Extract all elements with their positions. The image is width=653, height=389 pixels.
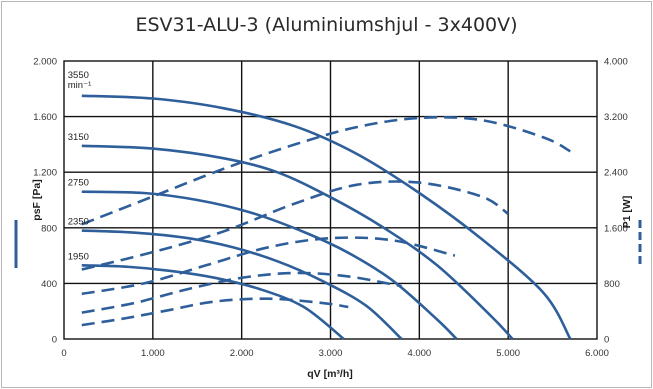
pressure-curve-2350	[81, 229, 403, 340]
pressure-curve-3550	[81, 94, 572, 340]
pressure-curve-3150	[81, 144, 514, 340]
series	[81, 94, 572, 341]
y2-tick-label: 800	[604, 279, 620, 290]
y2-axis-label-group: P1 [W]	[621, 196, 642, 266]
x-tick-label: 2.000	[230, 348, 254, 359]
y-tick-label: 400	[41, 279, 57, 290]
speed-unit-label: min⁻¹	[68, 80, 92, 91]
y2-tick-label: 4.000	[604, 57, 628, 68]
speed-label-3150: 3150	[68, 132, 89, 143]
speed-label-2750: 2750	[68, 178, 89, 189]
pressure-curve-2750	[81, 190, 458, 340]
x-tick-label: 0	[61, 348, 66, 359]
power-curve-1950	[81, 297, 349, 327]
y2-axis-label: P1 [W]	[621, 196, 633, 229]
y-tick-label: 1.200	[33, 168, 57, 179]
grid	[63, 60, 598, 340]
y2-tick-label: 1.600	[604, 223, 628, 234]
power-curve-3150	[81, 180, 509, 271]
y-tick-label: 800	[41, 223, 57, 234]
x-axis-label: qV [m³/h]	[307, 368, 353, 380]
x-tick-label: 6.000	[585, 348, 609, 359]
speed-label-1950: 1950	[68, 251, 89, 262]
y2-tick-label: 3.200	[604, 112, 628, 123]
y2-tick-label: 2.400	[604, 168, 628, 179]
pressure-curve-1950	[81, 264, 345, 341]
x-tick-label: 5.000	[496, 348, 520, 359]
y-tick-label: 2.000	[33, 57, 57, 68]
power-curve-2750	[81, 236, 456, 296]
y-tick-label: 1.600	[33, 112, 57, 123]
x-tick-label: 4.000	[407, 348, 431, 359]
x-tick-label: 3.000	[319, 348, 343, 359]
power-curve-2350	[81, 271, 402, 314]
x-tick-label: 1.000	[141, 348, 165, 359]
y-axis-label-group: psF [Pa]	[14, 179, 43, 268]
tick-labels: 0 1.000 2.000 3.000 4.000 5.000 6.000 0 400 800 1.…	[33, 57, 628, 360]
y-tick-label: 0	[52, 335, 57, 346]
chart-title: ESV31-ALU-3 (Aluminiumshjul - 3x400V)	[135, 14, 518, 36]
speed-label-3550: 3550	[68, 70, 89, 81]
y-axis-label: psF [Pa]	[31, 179, 43, 220]
power-curve-3550	[81, 115, 571, 226]
speed-label-2350: 2350	[68, 217, 89, 228]
y2-tick-label: 0	[604, 335, 609, 346]
